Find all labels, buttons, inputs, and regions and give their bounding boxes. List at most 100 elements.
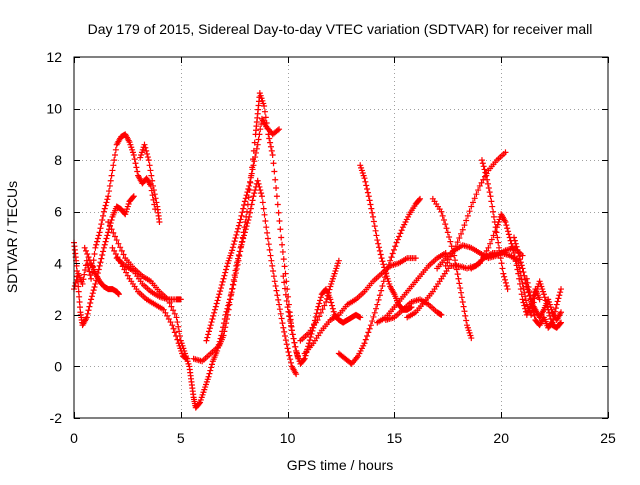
data-point	[247, 205, 254, 212]
data-point	[273, 193, 280, 200]
data-point	[86, 303, 93, 310]
data-point	[229, 247, 236, 254]
data-point	[515, 260, 522, 267]
data-point	[536, 296, 543, 303]
data-point	[335, 257, 342, 264]
data-point	[557, 289, 564, 296]
data-point	[271, 168, 278, 175]
data-point	[461, 308, 468, 315]
data-point	[366, 325, 373, 332]
data-point	[83, 314, 90, 321]
data-point	[282, 333, 289, 340]
data-point	[516, 268, 523, 275]
data-point	[270, 160, 277, 167]
data-point	[98, 255, 105, 262]
data-point	[314, 317, 321, 324]
data-point	[290, 335, 297, 342]
plot-frame	[73, 56, 609, 419]
data-point	[500, 270, 507, 277]
data-point	[449, 250, 456, 257]
data-point	[502, 276, 509, 283]
data-point	[518, 276, 525, 283]
data-point	[270, 268, 277, 275]
x-tick-label: 15	[387, 430, 403, 446]
chart-title: Day 179 of 2015, Sidereal Day-to-day VTE…	[88, 21, 593, 37]
data-point	[87, 299, 94, 306]
data-point	[231, 238, 238, 245]
data-point	[519, 265, 526, 272]
data-point	[374, 301, 381, 308]
data-point	[251, 158, 258, 165]
data-point	[102, 238, 109, 245]
data-point	[511, 234, 518, 241]
data-point	[227, 296, 234, 303]
data-point	[207, 322, 214, 329]
data-point	[283, 297, 290, 304]
data-point	[552, 308, 559, 315]
data-point	[81, 271, 88, 278]
series-track-20	[442, 149, 509, 269]
data-point	[205, 328, 212, 335]
data-point	[153, 199, 160, 206]
data-point	[256, 131, 263, 138]
data-point	[106, 182, 113, 189]
data-point	[171, 310, 178, 317]
data-point	[490, 213, 497, 220]
data-point	[230, 276, 237, 283]
data-point	[497, 255, 504, 262]
data-point	[255, 180, 262, 187]
data-point	[176, 333, 183, 340]
data-point	[504, 286, 511, 293]
data-point	[112, 233, 119, 240]
data-point	[281, 263, 288, 270]
data-point	[208, 361, 215, 368]
data-point	[238, 241, 245, 248]
data-point	[164, 312, 171, 319]
data-point	[387, 257, 394, 264]
data-point	[210, 312, 217, 319]
data-point	[458, 289, 465, 296]
data-point	[439, 212, 446, 219]
data-point	[168, 303, 175, 310]
y-tick-label: -2	[50, 410, 63, 426]
data-point	[557, 320, 564, 327]
data-point	[108, 216, 115, 223]
data-point	[108, 172, 115, 179]
data-point	[204, 334, 211, 341]
data-point	[255, 136, 262, 143]
data-point	[156, 219, 163, 226]
data-point	[244, 189, 251, 196]
data-point	[205, 373, 212, 380]
data-point	[235, 252, 242, 259]
data-point	[287, 356, 294, 363]
data-point	[282, 337, 289, 344]
data-point	[493, 229, 500, 236]
data-point	[485, 244, 492, 251]
data-point	[162, 309, 169, 316]
data-point	[488, 198, 495, 205]
data-point	[408, 304, 415, 311]
data-point	[470, 199, 477, 206]
data-point	[141, 141, 148, 148]
data-point	[307, 334, 314, 341]
data-point	[79, 280, 86, 287]
data-point	[558, 286, 565, 293]
data-point	[511, 237, 518, 244]
data-point	[251, 190, 258, 197]
x-axis-label: GPS time / hours	[287, 457, 394, 473]
data-point	[170, 325, 177, 332]
data-point	[362, 336, 369, 343]
data-point	[267, 143, 274, 150]
data-point	[379, 258, 386, 265]
data-point	[502, 279, 509, 286]
data-point	[473, 191, 480, 198]
data-point	[174, 336, 181, 343]
data-point	[505, 228, 512, 235]
data-point	[147, 167, 154, 174]
data-point	[232, 267, 239, 274]
data-point	[146, 162, 153, 169]
data-point	[524, 279, 531, 286]
data-point	[527, 292, 534, 299]
data-point	[456, 280, 463, 287]
data-point	[133, 164, 140, 171]
